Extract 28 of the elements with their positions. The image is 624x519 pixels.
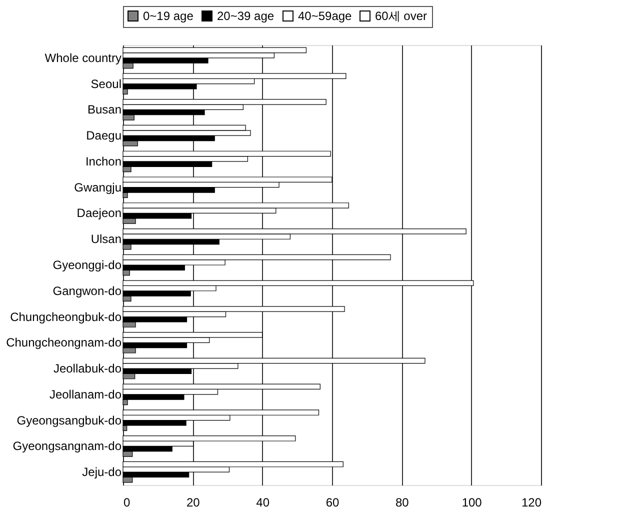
- x-tick-label: 40: [256, 496, 270, 510]
- y-tick-label: Gangwon-do: [52, 284, 122, 298]
- y-tick-label: Seoul: [90, 76, 122, 91]
- y-tick-label: Daegu: [86, 128, 122, 143]
- x-tick-label: 60: [326, 496, 340, 510]
- x-tick-label: 120: [521, 496, 542, 510]
- x-tick-label: 80: [395, 496, 410, 510]
- legend-label: 20~39 age: [217, 9, 274, 23]
- y-tick-label: Chungcheongbuk-do: [10, 310, 122, 324]
- legend-label: 0~19 age: [143, 9, 194, 23]
- x-tick-label: 20: [186, 496, 200, 510]
- y-tick-label: Jeollanam-do: [49, 387, 122, 402]
- y-tick-label: Jeju-do: [82, 465, 122, 480]
- y-tick-label: Daejeon: [76, 206, 122, 220]
- legend-label: 60세 over: [375, 9, 428, 23]
- y-tick-label: Whole country: [44, 50, 122, 65]
- y-tick-label: Gwangju: [74, 180, 122, 194]
- legend-label: 40~59age: [298, 9, 352, 23]
- y-tick-label: Chungcheongnam-do: [6, 336, 122, 350]
- y-tick-label: Jeollabuk-do: [53, 362, 122, 376]
- x-tick-label: 0: [124, 496, 130, 510]
- y-tick-label: Inchon: [85, 154, 122, 168]
- x-tick-label: 100: [462, 496, 482, 510]
- y-tick-label: Gyeonggi-do: [52, 258, 122, 272]
- y-tick-label: Ulsan: [90, 232, 122, 246]
- y-tick-label: Gyeongsangbuk-do: [16, 413, 122, 428]
- y-tick-label: Gyeongsangnam-do: [12, 439, 122, 454]
- y-tick-label: Busan: [87, 102, 122, 117]
